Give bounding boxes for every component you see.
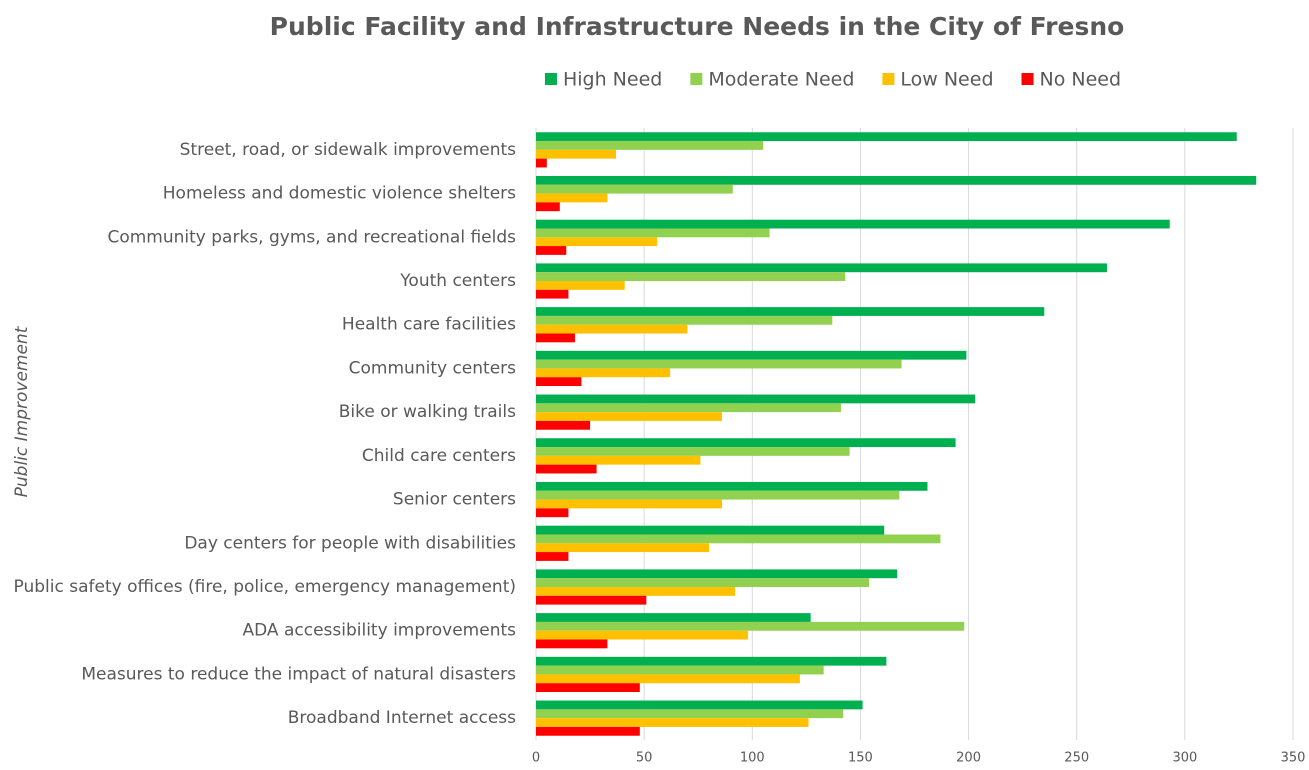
- y-tick-label: Child care centers: [362, 446, 516, 466]
- x-tick-label: 200: [956, 751, 981, 766]
- bar: [536, 718, 809, 727]
- bar: [536, 324, 688, 334]
- bar: [536, 656, 887, 666]
- bar: [536, 149, 617, 159]
- bar: [536, 289, 569, 299]
- bar: [536, 359, 902, 369]
- legend-swatch: [690, 73, 703, 85]
- bar: [536, 455, 701, 465]
- legend-label: Moderate Need: [708, 69, 854, 91]
- bar: [536, 202, 560, 212]
- x-tick-label: 100: [740, 751, 765, 766]
- y-tick-label: ADA accessibility improvements: [243, 621, 517, 641]
- y-tick-label: Health care facilities: [342, 315, 516, 335]
- bar: [536, 490, 900, 500]
- bar: [536, 141, 764, 150]
- y-tick-label: Street, road, or sidewalk improvements: [180, 140, 516, 160]
- bar: [536, 272, 846, 281]
- y-tick-label: Community parks, gyms, and recreational …: [107, 227, 516, 247]
- bar: [536, 508, 569, 518]
- bar: [536, 639, 608, 649]
- bar: [536, 534, 941, 544]
- bar: [536, 394, 976, 404]
- y-tick-label: Measures to reduce the impact of natural…: [81, 664, 516, 684]
- legend-label: Low Need: [900, 69, 993, 91]
- bar: [536, 228, 770, 238]
- bar: [536, 543, 710, 553]
- bar: [536, 246, 567, 255]
- y-tick-label: Senior centers: [393, 490, 516, 510]
- bar: [536, 700, 863, 710]
- y-tick-label: Youth centers: [399, 271, 516, 291]
- legend-swatch: [544, 73, 557, 85]
- y-tick-label: Day centers for people with disabilities: [184, 533, 516, 553]
- bar: [536, 403, 841, 413]
- y-axis-label: Public Improvement: [12, 325, 32, 497]
- bar: [536, 621, 965, 631]
- bar: [536, 525, 885, 535]
- bar: [536, 499, 723, 509]
- bar: [536, 193, 608, 203]
- bar: [536, 281, 625, 290]
- bar: [536, 184, 733, 194]
- bar: [536, 420, 591, 430]
- bar: [536, 630, 748, 640]
- bar: [536, 481, 928, 491]
- bar: [536, 315, 833, 325]
- y-tick-label: Public safety offices (fire, police, eme…: [14, 577, 516, 597]
- bar: [536, 438, 956, 448]
- y-tick-label: Community centers: [349, 358, 516, 378]
- bar: [536, 132, 1237, 142]
- y-tick-label: Bike or walking trails: [339, 402, 516, 422]
- y-tick-label: Homeless and domestic violence shelters: [163, 184, 516, 204]
- y-tick-label: Broadband Internet access: [288, 708, 516, 728]
- bar: [536, 350, 967, 360]
- bar: [536, 709, 844, 719]
- x-tick-label: 300: [1172, 751, 1197, 766]
- x-tick-label: 0: [532, 751, 540, 766]
- legend-label: High Need: [563, 69, 662, 91]
- bar: [536, 665, 824, 675]
- chart-title: Public Facility and Infrastructure Needs…: [270, 12, 1125, 41]
- bar: [536, 447, 850, 456]
- bar: [536, 175, 1257, 185]
- bar: [536, 368, 671, 378]
- bar: [536, 237, 658, 247]
- bar: [536, 569, 898, 579]
- bar: [536, 587, 735, 596]
- bar: [536, 683, 640, 693]
- x-tick-label: 250: [1064, 751, 1089, 766]
- bar: [536, 726, 640, 736]
- legend-swatch: [1021, 73, 1034, 85]
- bar: [536, 613, 811, 622]
- bar: [536, 377, 582, 387]
- bar: [536, 595, 647, 605]
- bar: [536, 307, 1045, 316]
- x-tick-label: 50: [636, 751, 653, 766]
- bar: [536, 158, 547, 168]
- x-tick-label: 350: [1281, 751, 1306, 766]
- bar: [536, 578, 870, 587]
- x-tick-label: 150: [848, 751, 873, 766]
- bar: [536, 263, 1107, 273]
- legend-label: No Need: [1040, 69, 1122, 91]
- bar: [536, 552, 569, 561]
- bar: [536, 412, 723, 421]
- bar: [536, 674, 800, 684]
- bar: [536, 219, 1170, 229]
- legend-swatch: [882, 73, 895, 85]
- bar: [536, 333, 575, 343]
- bar: [536, 464, 597, 474]
